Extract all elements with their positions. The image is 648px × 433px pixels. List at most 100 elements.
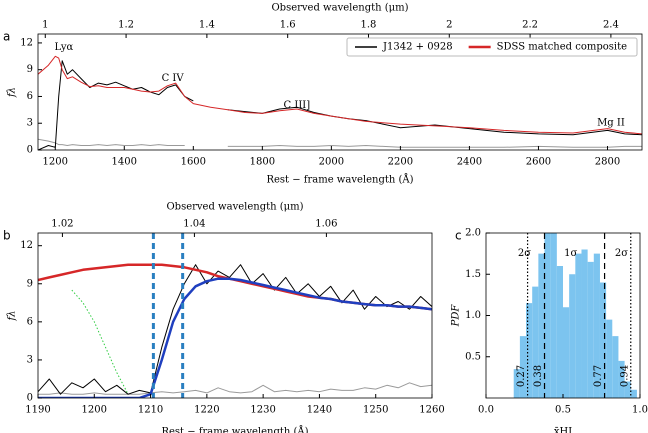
bar [587,261,594,398]
x2-tick-label: 1.8 [361,20,377,31]
x-tick-label: 1200 [43,157,68,168]
bar [612,336,619,398]
annotation: C III] [284,100,311,111]
x-tick-label: 2200 [388,157,413,168]
annotation: C IV [162,73,185,84]
legend-box [346,37,638,57]
bar [593,253,600,398]
bar [550,233,557,398]
panel-label: b [3,229,11,243]
bar [519,336,527,398]
bar [581,249,588,398]
bar [618,360,625,398]
x2-axis-title: Observed wavelength (μm) [271,3,408,14]
x-tick-label: 1210 [138,405,163,416]
x-tick-label: 1800 [250,157,275,168]
bar [532,286,539,398]
x-tick-label: 1400 [112,157,137,168]
x-tick-label: 2000 [319,157,344,168]
y-tick-label: 1.5 [465,269,481,280]
reference-label: 0.94 [619,365,630,387]
x-tick-label: 1250 [363,405,388,416]
y-tick-label: 0 [27,393,33,404]
x-tick-label: 1200 [82,405,107,416]
x-tick-label: 1190 [25,405,50,416]
x2-tick-label: 1 [42,20,48,31]
y-tick-label: 3 [27,354,33,365]
y-tick-label: 1.0 [465,310,481,321]
series-line [38,264,432,395]
y-tick-label: 0.5 [465,351,481,362]
y-tick-label: 6 [27,91,33,102]
x-tick-label: 2800 [595,157,620,168]
reference-label: 0.77 [593,365,604,387]
x2-tick-label: 1.02 [51,219,73,230]
x-tick-label: 2600 [526,157,551,168]
bar [563,307,570,398]
axes-frame [37,232,433,399]
annotation: 1σ [564,248,577,259]
x2-tick-label: 2.4 [603,20,619,31]
plot-area [513,233,637,398]
y-axis-title: fλ [7,310,18,321]
y-tick-label: 12 [20,37,33,48]
plot-area [38,55,642,150]
y-tick-label: 9 [27,278,33,289]
annotation: Mg II [597,118,625,129]
x2-tick-label: 1.06 [315,219,337,230]
x-axis-title: Rest − frame wavelength (Å) [161,426,308,433]
legend-label: J1342 + 0928 [382,42,453,53]
y-axis-title: fλ [7,87,18,98]
bar [606,319,613,398]
panel-label: a [3,30,10,44]
x-tick-label: 1260 [419,405,444,416]
bar [526,303,533,398]
series-line [38,382,432,395]
series-line [38,55,642,135]
x-axis-title: Rest − frame wavelength (Å) [266,174,413,186]
y-tick-label: 9 [27,64,33,75]
plot-area [38,233,432,398]
x-tick-label: 1220 [194,405,219,416]
y-tick-label: 0 [27,145,33,156]
y-tick-label: 12 [20,240,33,251]
x-tick-label: 2400 [457,157,482,168]
x-tick-label: 0.5 [555,405,571,416]
annotation: Lyα [54,42,73,53]
y-axis-title: PDF [451,304,462,328]
x2-tick-label: 1.6 [280,20,296,31]
series-line [38,60,642,150]
x2-tick-label: 2 [446,20,452,31]
x-tick-label: 1230 [250,405,275,416]
bar [624,381,631,398]
y-tick-label: 2.0 [465,228,481,239]
x-tick-label: 1240 [307,405,332,416]
annotation: 2σ [518,248,531,259]
reference-label: 0.38 [533,365,544,387]
bar [556,266,563,398]
x2-axis-title: Observed wavelength (μm) [166,202,303,213]
bar [575,253,582,398]
x-axis-title: x̄HI [554,427,572,433]
bar [630,389,637,398]
x2-tick-label: 1.2 [118,20,134,31]
y-tick-label: 3 [27,118,33,129]
bar [538,253,545,398]
bar [513,369,520,398]
x2-tick-label: 1.04 [183,219,205,230]
annotation: 2σ [615,248,628,259]
bar [544,233,551,398]
axes-frame [37,33,643,151]
bar [599,282,607,398]
reference-label: 0.27 [516,365,527,387]
x2-tick-label: 2.2 [522,20,538,31]
panel-label: c [455,229,462,243]
series-line [38,138,642,148]
series-line [71,289,129,395]
x2-tick-label: 1.4 [199,20,215,31]
legend-label: SDSS matched composite [497,42,627,53]
x-tick-label: 1.0 [632,405,648,416]
series-line [38,277,432,398]
y-tick-label: 6 [27,316,33,327]
